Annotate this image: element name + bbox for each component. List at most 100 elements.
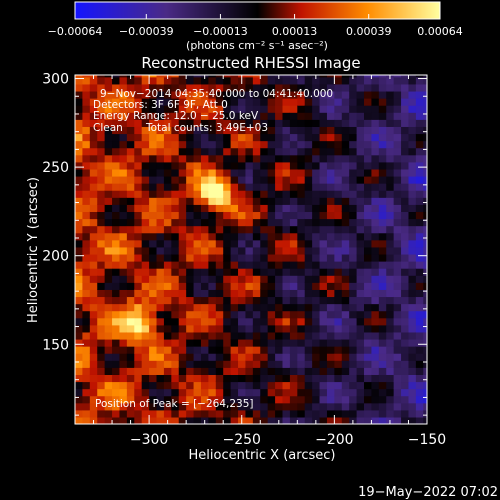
- heatmap-cell: [178, 140, 187, 149]
- heatmap-cell: [386, 324, 395, 333]
- heatmap-cell: [186, 90, 195, 99]
- heatmap-cell: [297, 161, 306, 170]
- heatmap-cell: [356, 133, 365, 142]
- heatmap-cell: [334, 211, 343, 220]
- heatmap-cell: [230, 204, 239, 213]
- heatmap-cell: [149, 183, 158, 191]
- heatmap-cell: [245, 381, 254, 390]
- heatmap-cell: [238, 225, 247, 234]
- heatmap-cell: [238, 275, 247, 283]
- heatmap-cell: [319, 126, 328, 135]
- heatmap-cell: [341, 346, 350, 354]
- heatmap-cell: [104, 296, 113, 305]
- heatmap-cell: [178, 346, 187, 354]
- heatmap-cell: [149, 253, 158, 262]
- heatmap-cell: [275, 261, 284, 269]
- heatmap-cell: [89, 409, 98, 418]
- heatmap-cell: [208, 289, 217, 298]
- heatmap-cell: [408, 133, 417, 142]
- heatmap-cell: [393, 303, 402, 312]
- heatmap-cell: [104, 147, 113, 156]
- heatmap-cell: [371, 317, 380, 326]
- heatmap-cell: [282, 232, 291, 241]
- heatmap-cell: [304, 303, 313, 312]
- heatmap-cell: [171, 296, 180, 305]
- heatmap-cell: [289, 268, 298, 276]
- heatmap-cell: [163, 239, 172, 248]
- heatmap-cell: [378, 90, 387, 99]
- heatmap-cell: [141, 381, 150, 390]
- heatmap-cell: [178, 112, 187, 120]
- heatmap-cell: [289, 296, 298, 305]
- heatmap-cell: [282, 282, 291, 290]
- heatmap-cell: [282, 374, 291, 383]
- heatmap-cell: [97, 296, 106, 305]
- heatmap-cell: [149, 282, 158, 290]
- heatmap-cell: [378, 211, 387, 220]
- heatmap-cell: [149, 416, 158, 424]
- heatmap-cell: [349, 303, 358, 312]
- heatmap-cell: [423, 76, 427, 85]
- heatmap-cell: [97, 75, 106, 78]
- heatmap-cell: [238, 246, 247, 255]
- x-axis-label: Heliocentric X (arcsec): [189, 448, 336, 463]
- heatmap-cell: [319, 83, 328, 92]
- heatmap-cell: [319, 289, 328, 298]
- heatmap-cell: [393, 161, 402, 170]
- heatmap-cell: [297, 98, 306, 106]
- heatmap-cell: [171, 246, 180, 255]
- heatmap-cell: [356, 76, 365, 85]
- heatmap-cell: [252, 261, 261, 269]
- heatmap-cell: [208, 105, 217, 113]
- heatmap-cell: [252, 83, 261, 92]
- heatmap-cell: [163, 317, 172, 326]
- heatmap-cell: [275, 239, 284, 248]
- heatmap-cell: [304, 211, 313, 220]
- heatmap-cell: [245, 388, 254, 397]
- heatmap-cell: [178, 310, 187, 319]
- heatmap-cell: [119, 402, 128, 411]
- heatmap-cell: [126, 218, 135, 227]
- heatmap-cell: [260, 75, 269, 78]
- heatmap-cell: [341, 324, 350, 333]
- heatmap-cell: [304, 282, 313, 290]
- heatmap-cell: [282, 112, 291, 120]
- heatmap-cell: [319, 388, 328, 397]
- heatmap-cell: [289, 289, 298, 298]
- heatmap-cell: [193, 204, 202, 213]
- heatmap-cell: [289, 140, 298, 149]
- heatmap-cell: [104, 204, 113, 213]
- annotation-energy-range: Energy Range: 12.0 − 25.0 keV: [93, 110, 259, 122]
- heatmap-cell: [282, 360, 291, 368]
- heatmap-cell: [312, 246, 321, 255]
- heatmap-cell: [326, 239, 335, 248]
- heatmap-cell: [304, 225, 313, 234]
- heatmap-cell: [112, 367, 121, 375]
- heatmap-cell: [415, 98, 424, 106]
- heatmap-cell: [267, 275, 276, 283]
- heatmap-cell: [371, 119, 380, 127]
- heatmap-cell: [319, 253, 328, 262]
- heatmap-cell: [356, 275, 365, 283]
- heatmap-cell: [371, 324, 380, 333]
- heatmap-cell: [230, 409, 239, 418]
- heatmap-cell: [149, 90, 158, 99]
- heatmap-cell: [378, 360, 387, 368]
- heatmap-cell: [282, 381, 291, 390]
- heatmap-cell: [356, 346, 365, 354]
- heatmap-cell: [208, 76, 217, 85]
- heatmap-cell: [104, 310, 113, 319]
- heatmap-cell: [319, 133, 328, 142]
- heatmap-cell: [156, 360, 165, 368]
- heatmap-cell: [267, 175, 276, 184]
- heatmap-cell: [149, 324, 158, 333]
- heatmap-cell: [297, 119, 306, 127]
- heatmap-cell: [252, 282, 261, 290]
- heatmap-cell: [112, 232, 121, 241]
- heatmap-cell: [82, 317, 91, 326]
- heatmap-cell: [267, 289, 276, 298]
- heatmap-cell: [282, 204, 291, 213]
- heatmap-cell: [230, 367, 239, 375]
- heatmap-cell: [304, 239, 313, 248]
- heatmap-cell: [289, 98, 298, 106]
